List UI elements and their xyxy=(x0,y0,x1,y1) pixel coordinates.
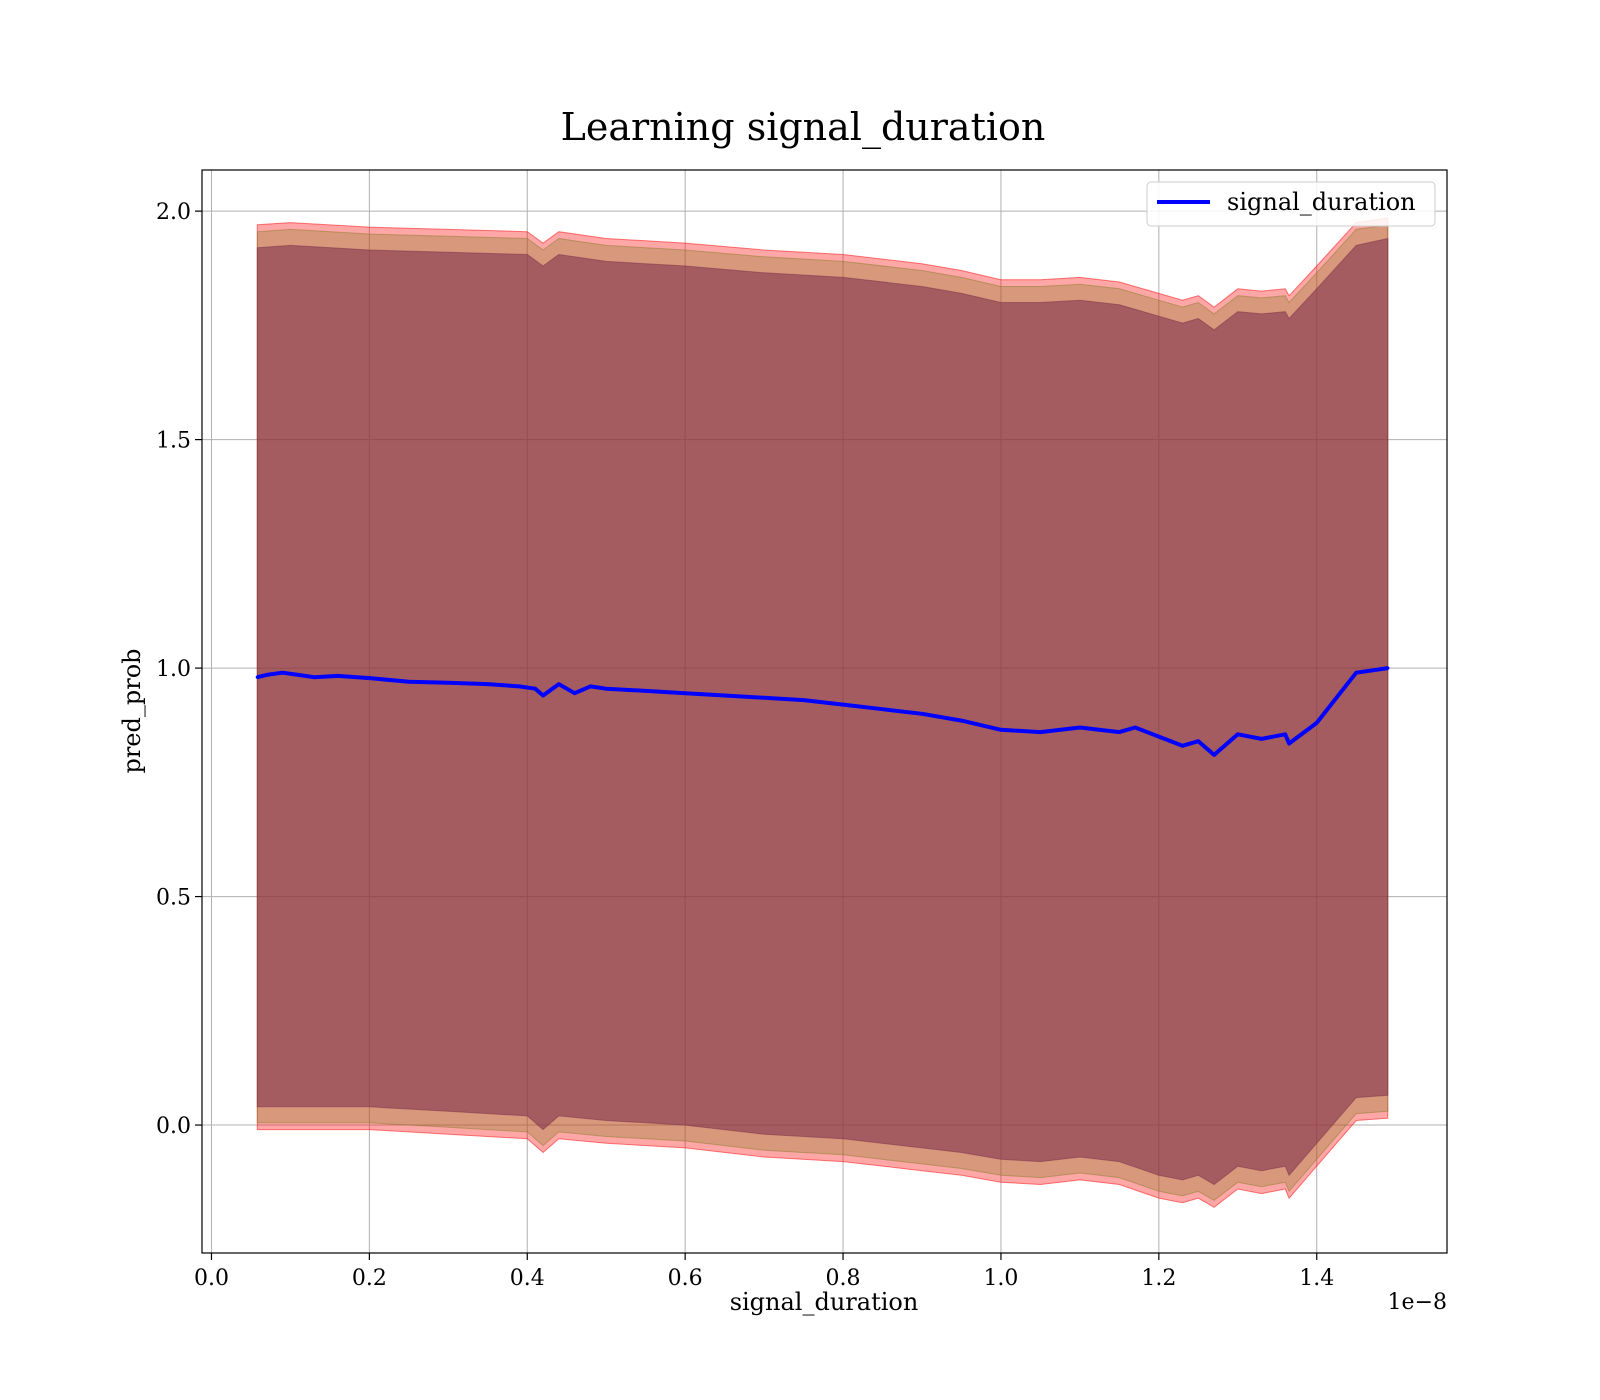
x-offset-text: 1e−8 xyxy=(1388,1290,1447,1315)
x-tick-label: 0.8 xyxy=(826,1266,861,1291)
series-lines xyxy=(255,666,1390,757)
x-tick-label: 0.2 xyxy=(352,1266,387,1291)
data-point xyxy=(446,681,450,685)
data-point xyxy=(486,682,490,686)
data-point xyxy=(1133,725,1137,730)
legend: signal_duration xyxy=(1146,181,1436,227)
data-point xyxy=(265,673,269,677)
confidence-band-2 xyxy=(256,237,1389,1186)
y-tick-label: 1.5 xyxy=(156,429,191,454)
data-point xyxy=(841,703,845,707)
data-point xyxy=(644,689,648,693)
x-axis-label: signal_duration xyxy=(730,1288,919,1316)
data-point xyxy=(533,687,537,691)
data-point xyxy=(1180,744,1185,748)
x-tick-label: 0.4 xyxy=(510,1266,545,1291)
x-tick-label: 0.0 xyxy=(194,1266,229,1291)
x-tick-label: 1.0 xyxy=(983,1266,1018,1291)
data-point xyxy=(517,684,522,689)
y-tick-label: 0.0 xyxy=(156,1114,191,1139)
data-point xyxy=(920,712,924,716)
confidence-bands xyxy=(256,217,1389,1208)
y-tick-label: 1.0 xyxy=(156,657,191,682)
y-tick-label: 2.0 xyxy=(156,200,191,225)
data-point xyxy=(557,682,561,686)
data-point xyxy=(367,676,371,680)
data-point xyxy=(1354,671,1358,675)
data-point xyxy=(336,674,340,678)
data-point xyxy=(296,673,300,677)
data-point xyxy=(255,675,259,679)
data-point xyxy=(959,719,964,723)
data-point xyxy=(407,680,411,684)
data-point xyxy=(683,691,687,695)
data-point xyxy=(1283,732,1287,736)
data-point xyxy=(1287,741,1291,746)
data-point xyxy=(1196,739,1200,743)
data-point xyxy=(541,693,545,698)
legend-label: signal_duration xyxy=(1227,188,1416,216)
data-point xyxy=(802,698,806,702)
data-point xyxy=(880,707,885,711)
data-point xyxy=(762,696,766,700)
data-point xyxy=(604,687,608,691)
data-point xyxy=(1259,737,1264,741)
data-point xyxy=(1236,732,1240,736)
x-tick-label: 0.6 xyxy=(668,1266,703,1291)
data-point xyxy=(1315,721,1319,725)
data-point xyxy=(280,671,285,675)
y-axis-label: pred_prob xyxy=(118,648,146,773)
data-point xyxy=(573,691,577,695)
legend-box xyxy=(1146,181,1436,227)
y-tick-label: 0.5 xyxy=(156,886,191,911)
chart-title: Learning signal_duration xyxy=(561,105,1046,150)
axis-ticks: 0.0 0.2 0.4 0.6 0.8 1.0 1.2 1.4 0.0 0.5 1.0 1.5 2.0 xyxy=(156,200,1334,1291)
data-point xyxy=(588,684,593,689)
data-point xyxy=(1386,666,1390,670)
data-point xyxy=(999,728,1003,732)
data-point xyxy=(723,693,727,698)
data-point xyxy=(1117,730,1121,734)
x-tick-label: 1.4 xyxy=(1299,1266,1334,1291)
data-point xyxy=(1157,735,1161,739)
plot-frame xyxy=(201,169,1448,1254)
data-point xyxy=(1078,725,1082,730)
data-point xyxy=(312,675,316,679)
data-point xyxy=(1038,730,1042,734)
data-point xyxy=(1212,753,1216,757)
x-tick-label: 1.2 xyxy=(1141,1266,1176,1291)
series-line-0 xyxy=(256,666,1389,757)
